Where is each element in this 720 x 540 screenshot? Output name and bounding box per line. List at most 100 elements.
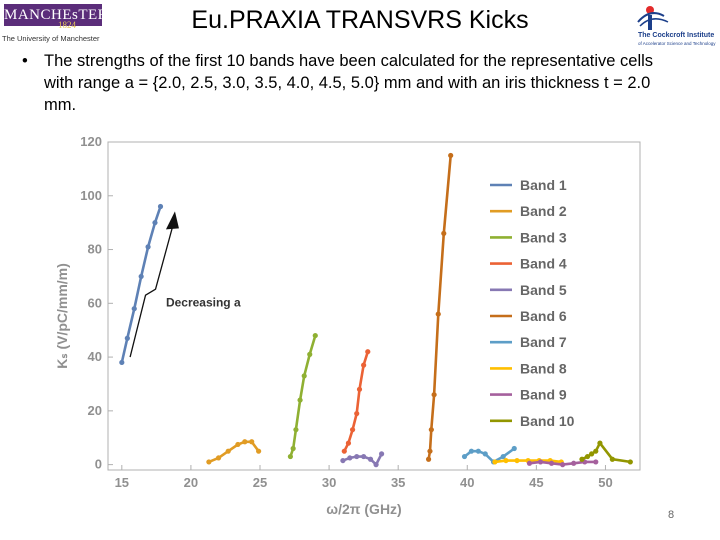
x-tick-label-15: 15 xyxy=(115,475,129,490)
institute-tagline: of Accelerator Science and Technology xyxy=(638,41,716,46)
point-band-1 xyxy=(124,335,130,341)
point-band-5 xyxy=(354,453,360,460)
point-band-7 xyxy=(511,445,517,452)
point-band-9 xyxy=(571,460,577,466)
point-band-7 xyxy=(482,451,488,457)
y-tick-label-40: 40 xyxy=(88,349,102,364)
point-band-9 xyxy=(548,460,555,466)
annotation-arrowhead xyxy=(165,211,179,230)
point-band-2 xyxy=(215,455,222,461)
point-band-9 xyxy=(560,462,566,468)
point-band-8 xyxy=(492,459,498,465)
point-band-4 xyxy=(361,362,367,368)
point-band-1 xyxy=(145,244,151,250)
point-band-6 xyxy=(435,311,441,317)
point-band-7 xyxy=(461,453,468,460)
point-band-6 xyxy=(427,448,433,454)
legend-label-band-5: Band 5 xyxy=(520,282,567,298)
point-band-9 xyxy=(537,459,544,465)
series-line-band-10 xyxy=(581,441,631,464)
point-band-10 xyxy=(609,456,615,462)
point-band-1 xyxy=(138,273,144,280)
point-band-10 xyxy=(584,453,591,460)
x-tick-label-25: 25 xyxy=(253,475,267,490)
point-band-8 xyxy=(514,457,520,464)
point-band-2 xyxy=(206,459,212,465)
point-band-4 xyxy=(341,448,347,454)
point-band-3 xyxy=(307,351,313,357)
point-band-10 xyxy=(597,440,603,446)
point-band-4 xyxy=(356,386,363,392)
y-tick-label-20: 20 xyxy=(88,403,102,418)
point-band-3 xyxy=(301,373,307,379)
point-band-4 xyxy=(365,349,371,355)
bullet-marker: • xyxy=(22,52,28,70)
university-logo: MANCHEsTER 1824 The University of Manche… xyxy=(2,2,108,46)
slide-title: Eu.PRAXIA TRANSVRS Kicks xyxy=(191,6,529,34)
legend-label-band-3: Band 3 xyxy=(520,229,567,245)
point-band-3 xyxy=(290,445,296,452)
point-band-2 xyxy=(249,439,255,445)
point-band-6 xyxy=(448,152,454,159)
point-band-2 xyxy=(225,448,231,454)
x-tick-label-30: 30 xyxy=(322,475,336,490)
point-band-2 xyxy=(242,439,248,445)
point-band-7 xyxy=(468,448,475,454)
point-band-1 xyxy=(157,203,164,210)
series-line-band-6 xyxy=(427,155,452,460)
point-band-6 xyxy=(428,427,434,433)
legend-label-band-4: Band 4 xyxy=(520,256,567,272)
plot-frame xyxy=(107,141,641,471)
point-band-3 xyxy=(293,427,299,433)
point-band-2 xyxy=(235,441,241,448)
point-band-5 xyxy=(361,453,367,460)
annotation-label: Decreasing a xyxy=(166,295,241,309)
point-band-5 xyxy=(373,462,379,468)
legend-label-band-10: Band 10 xyxy=(520,413,575,429)
point-band-4 xyxy=(345,440,352,446)
point-band-5 xyxy=(347,455,353,461)
point-band-5 xyxy=(367,456,374,462)
institute-name: The Cockcroft Institute xyxy=(638,32,715,39)
point-band-3 xyxy=(312,332,318,339)
legend-label-band-9: Band 9 xyxy=(520,387,567,403)
point-band-6 xyxy=(441,230,447,237)
point-band-7 xyxy=(500,453,506,460)
x-tick-label-45: 45 xyxy=(529,475,543,490)
page-number: 8 xyxy=(668,509,675,521)
bullet-text: The strengths of the first 10 bands have… xyxy=(44,52,654,114)
logo-year: 1824 xyxy=(58,20,76,30)
y-axis-label: Kₛ (V/pC/mm/m) xyxy=(54,263,70,369)
legend-label-band-8: Band 8 xyxy=(520,360,567,376)
point-band-1 xyxy=(152,220,158,226)
point-band-9 xyxy=(526,460,533,466)
point-band-4 xyxy=(354,410,360,417)
point-band-1 xyxy=(131,306,137,312)
legend-label-band-1: Band 1 xyxy=(520,177,567,193)
y-tick-label-100: 100 xyxy=(80,188,102,203)
legend-label-band-2: Band 2 xyxy=(520,203,567,219)
institute-logo: The Cockcroft Institute of Accelerator S… xyxy=(630,2,718,48)
point-band-7 xyxy=(475,448,481,454)
point-band-4 xyxy=(349,427,356,433)
y-tick-label-80: 80 xyxy=(88,242,102,257)
point-band-10 xyxy=(589,451,595,457)
logo-wordmark: MANCHEsTER xyxy=(4,4,108,26)
point-band-6 xyxy=(431,392,437,398)
y-tick-label-60: 60 xyxy=(88,295,102,310)
y-tick-label-120: 120 xyxy=(80,134,102,149)
logo-subtitle: The University of Manchester xyxy=(2,34,100,43)
institute-logo-mark xyxy=(637,6,669,30)
legend-label-band-6: Band 6 xyxy=(520,308,567,324)
point-band-1 xyxy=(119,359,125,366)
point-band-10 xyxy=(627,459,633,465)
x-tick-label-35: 35 xyxy=(391,475,405,490)
point-band-10 xyxy=(579,456,585,462)
band-strength-chart: 15 20 25 30 35 40 45 50 0 20 40 60 80 100 120 ω/2π (GHz… xyxy=(54,134,641,517)
point-band-8 xyxy=(503,457,509,464)
point-band-5 xyxy=(379,451,385,457)
point-band-2 xyxy=(256,448,262,454)
point-band-9 xyxy=(593,459,599,465)
point-band-6 xyxy=(425,456,432,462)
y-tick-label-0: 0 xyxy=(95,457,102,472)
